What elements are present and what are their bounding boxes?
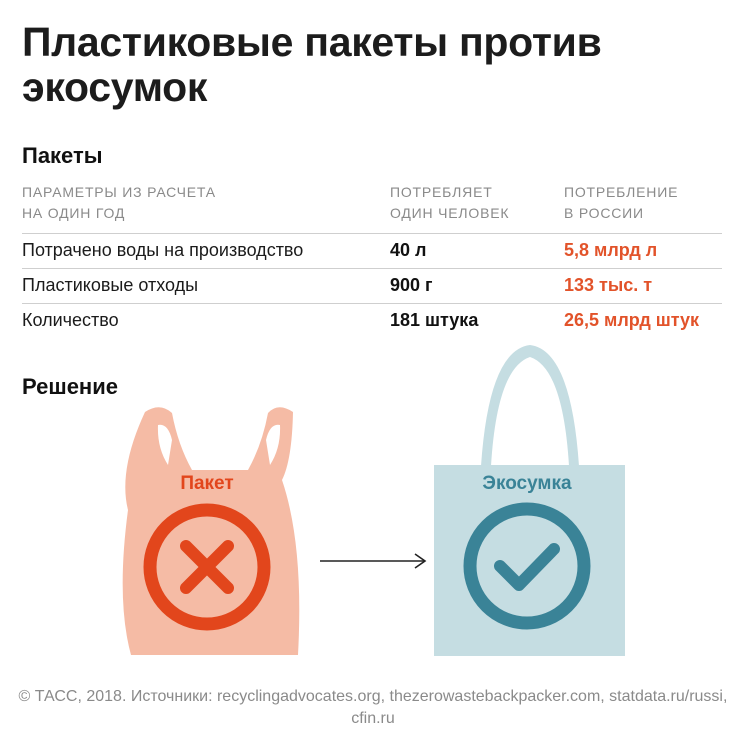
arrow-right-icon [320, 553, 427, 569]
cell-russia: 133 тыс. т [564, 275, 653, 295]
check-icon [463, 502, 591, 630]
source-credit: © ТАСС, 2018. Источники: recyclingadvoca… [18, 688, 728, 727]
column-header-per-person: ПОТРЕБЛЯЕТ ОДИН ЧЕЛОВЕК [390, 184, 510, 221]
plastic-bag-label: Пакет [180, 473, 233, 494]
section-heading-bags: Пакеты [22, 143, 103, 168]
eco-bag: Экосумка [434, 345, 625, 656]
cell-russia: 5,8 млрд л [564, 240, 658, 260]
row-divider [22, 303, 722, 304]
cell-per-person: 40 л [390, 240, 427, 260]
row-divider [22, 233, 722, 234]
table-row: Количество 181 штука 26,5 млрд штук [22, 303, 722, 339]
cell-per-person: 900 г [390, 275, 433, 295]
cell-russia: 26,5 млрд штук [564, 310, 700, 330]
section-heading-solution: Решение [22, 374, 118, 399]
column-header-param: ПАРАМЕТРЫ ИЗ РАСЧЕТА НА ОДИН ГОД [22, 184, 216, 221]
bag-comparison-illustration: Пакет Экосумка [122, 345, 625, 656]
cell-param: Количество [22, 310, 119, 330]
eco-bag-label: Экосумка [482, 473, 572, 494]
row-divider [22, 268, 722, 269]
cell-per-person: 181 штука [390, 310, 479, 330]
cell-param: Потрачено воды на производство [22, 240, 304, 260]
page-title: Пластиковые пакеты против экосумок [22, 19, 602, 110]
column-header-russia: ПОТРЕБЛЕНИЕ В РОССИИ [564, 184, 679, 221]
cell-param: Пластиковые отходы [22, 275, 199, 295]
table-row: Потрачено воды на производство 40 л 5,8 … [22, 233, 722, 269]
eco-bag-handles [481, 345, 579, 466]
cross-icon [143, 503, 271, 631]
plastic-bag: Пакет [122, 407, 300, 655]
table-row: Пластиковые отходы 900 г 133 тыс. т [22, 268, 722, 304]
